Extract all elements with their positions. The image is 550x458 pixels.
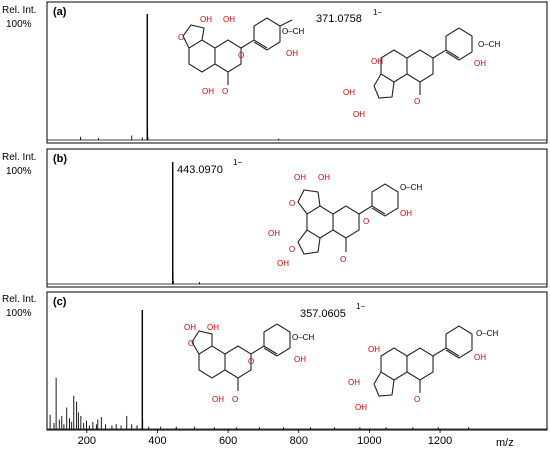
molecule-c1-oh-top1: OH: [184, 323, 196, 332]
molecule-b-pyran-o: O: [363, 217, 369, 226]
molecule-a2: [373, 27, 473, 99]
molecule-a2-oh-bottom: OH: [353, 110, 365, 119]
molecule-b-ring-o-bottom: O: [289, 245, 295, 254]
panel-c: Rel. Int. 100% (c) 357.0605 1− 200 400 600…: [2, 291, 548, 449]
x-tick-label-1000: 1000: [357, 435, 381, 447]
molecule-a1-oh-top2: OH: [223, 15, 235, 24]
molecule-b: [297, 183, 399, 255]
molecule-c2-oh-side: OH: [348, 378, 360, 387]
molecule-c2-oh-ring: OH: [474, 353, 486, 362]
panel-c-peaks: [49, 310, 470, 429]
panel-b-ylabel-line1: Rel. Int.: [2, 152, 36, 163]
panel-a-peaks: [80, 14, 280, 140]
x-axis-ticks: 200 400 600 800 1000 1200: [78, 429, 452, 447]
molecule-b-oh-top1: OH: [294, 173, 306, 182]
molecule-c2: [373, 325, 473, 397]
molecule-a1-o: O: [222, 87, 228, 96]
panel-c-peak-charge: 1−: [356, 302, 365, 311]
molecule-c1-oh-top2: OH: [207, 323, 219, 332]
molecule-a2-oh: OH: [371, 57, 383, 66]
molecule-a1-oh: OH: [202, 87, 214, 96]
molecule-c1-methoxy: O–CH: [292, 333, 314, 342]
x-axis-label: m/z: [496, 437, 514, 449]
molecule-c1: [191, 323, 291, 391]
panel-c-peak-label: 357.0605: [300, 308, 346, 320]
molecule-b-methoxy: O–CH: [400, 183, 422, 192]
molecule-a1-oh-ring: OH: [286, 49, 298, 58]
panel-a-ylabel-line2: 100%: [6, 19, 32, 30]
molecule-c1-pyran-o: O: [248, 357, 254, 366]
molecule-c2-methoxy: O–CH: [476, 329, 498, 338]
x-tick-label-200: 200: [78, 435, 96, 447]
panel-a-ylabel-line1: Rel. Int.: [2, 5, 36, 16]
molecule-c1-oh: OH: [212, 395, 224, 404]
molecule-b-o: O: [340, 255, 346, 264]
panel-b-peak-label: 443.0970: [177, 164, 223, 176]
molecule-b-oh-bottom: OH: [277, 259, 289, 268]
molecule-c1-oh-ring: OH: [294, 355, 306, 364]
molecule-b-oh-top2: OH: [318, 173, 330, 182]
panel-a-peak-label: 371.0758: [316, 13, 362, 25]
molecule-a2-oh-side: OH: [343, 88, 355, 97]
x-tick-label-800: 800: [290, 435, 308, 447]
panel-a-frame: [46, 1, 548, 144]
molecule-c2-oh-bottom: OH: [355, 403, 367, 412]
x-tick-label-400: 400: [148, 435, 166, 447]
molecule-b-ring-o-top: O: [289, 199, 295, 208]
x-tick-label-600: 600: [219, 435, 237, 447]
molecule-a1: [182, 17, 293, 85]
molecule-c1-o: O: [232, 395, 238, 404]
molecule-b-oh-side: OH: [268, 229, 280, 238]
panel-b: Rel. Int. 100% (b) 443.0970 1− O O OH OH…: [2, 148, 548, 288]
panel-c-frame: [46, 291, 548, 431]
panel-c-ylabel-line1: Rel. Int.: [2, 294, 36, 305]
molecule-a1-pyran-o: O: [238, 51, 244, 60]
panel-b-ylabel-line2: 100%: [6, 166, 32, 177]
molecule-a1-ring-o: O: [178, 33, 184, 42]
panel-b-frame: [46, 148, 548, 288]
molecule-c2-oh: OH: [368, 345, 380, 354]
panel-a: Rel. Int. 100% (a) 371.0758 1− OH O O OH…: [2, 1, 548, 144]
panel-c-label: (c): [53, 296, 67, 308]
molecule-c2-o: O: [414, 395, 420, 404]
molecule-c1-ring-o: O: [188, 339, 194, 348]
panel-b-peak-charge: 1−: [233, 158, 242, 167]
panel-b-label: (b): [53, 153, 67, 165]
molecule-a2-o: O: [414, 97, 420, 106]
panel-c-ylabel-line2: 100%: [6, 308, 32, 319]
panel-a-label: (a): [53, 6, 67, 18]
molecule-a1-methoxy: O–CH: [282, 27, 304, 36]
x-tick-label-1200: 1200: [428, 435, 452, 447]
molecule-a2-oh-ring: OH: [474, 59, 486, 68]
panel-b-peaks: [172, 162, 200, 284]
molecule-b-oh-ring: OH: [400, 209, 412, 218]
molecule-a1-oh-top: OH: [200, 15, 212, 24]
panel-a-peak-charge: 1−: [373, 8, 382, 17]
molecule-a2-methoxy: O–CH: [478, 40, 500, 49]
